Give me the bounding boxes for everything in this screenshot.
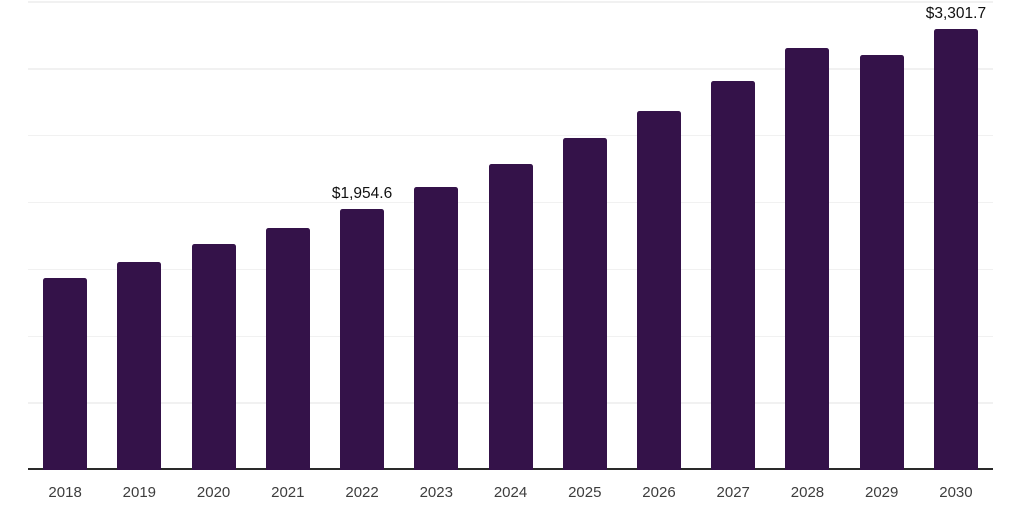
bar-2021 xyxy=(265,227,310,470)
bar-slot-2026 xyxy=(622,0,696,470)
x-tick-label-2024: 2024 xyxy=(493,484,528,501)
bar-2030 xyxy=(933,28,978,470)
gridline xyxy=(28,68,993,70)
bar-slot-2025 xyxy=(548,0,622,470)
bar-2024 xyxy=(488,164,533,470)
bar-value-label-2022: $1,954.6 xyxy=(331,184,393,202)
bar-slot-2018 xyxy=(28,0,102,470)
bar-slot-2023 xyxy=(399,0,473,470)
x-tick-label-2026: 2026 xyxy=(642,484,676,501)
x-tick-label-2020: 2020 xyxy=(196,484,231,501)
x-tick-label-2029: 2029 xyxy=(865,484,899,501)
bar-slot-2021 xyxy=(251,0,325,470)
bar-2027 xyxy=(711,81,756,470)
x-tick-label-2023: 2023 xyxy=(419,484,453,501)
bar-2018 xyxy=(43,277,88,470)
bar-2022 xyxy=(340,208,385,470)
bar-slot-2020 xyxy=(176,0,250,470)
x-tick-label-2027: 2027 xyxy=(716,484,750,501)
bar-2026 xyxy=(636,111,681,470)
bar-slot-2030: $3,301.7 xyxy=(919,0,993,470)
bars: $1,954.6 $3,301.7 xyxy=(28,0,993,470)
plot-area: $1,954.6 $3,301.7 xyxy=(28,0,993,470)
bar-2028 xyxy=(785,48,830,470)
x-tick-label-2025: 2025 xyxy=(568,484,602,501)
bar-slot-2022: $1,954.6 xyxy=(325,0,399,470)
x-tick-label-2021: 2021 xyxy=(271,484,305,501)
x-tick-label-2030: 2030 xyxy=(939,484,973,501)
bar-2029 xyxy=(859,55,904,470)
bar-2020 xyxy=(191,244,236,470)
x-tick-label-2018: 2018 xyxy=(48,484,82,501)
bar-2023 xyxy=(414,186,459,470)
x-tick-label-2028: 2028 xyxy=(790,484,825,501)
bar-slot-2029 xyxy=(845,0,919,470)
bar-slot-2027 xyxy=(696,0,770,470)
gridline xyxy=(28,134,993,137)
x-tick-label-2022: 2022 xyxy=(345,484,379,501)
bar-slot-2028 xyxy=(770,0,844,470)
bar-value-label-2030: $3,301.7 xyxy=(925,4,987,22)
gridline xyxy=(28,1,993,3)
bar-slot-2024 xyxy=(473,0,547,470)
bar-2019 xyxy=(117,261,162,470)
x-axis-labels: 2018 2019 2020 2021 2022 2023 2024 2025 2026 2027… xyxy=(28,472,993,501)
bar-2025 xyxy=(562,138,607,470)
bar-slot-2019 xyxy=(102,0,176,470)
x-tick-label-2019: 2019 xyxy=(122,484,157,501)
